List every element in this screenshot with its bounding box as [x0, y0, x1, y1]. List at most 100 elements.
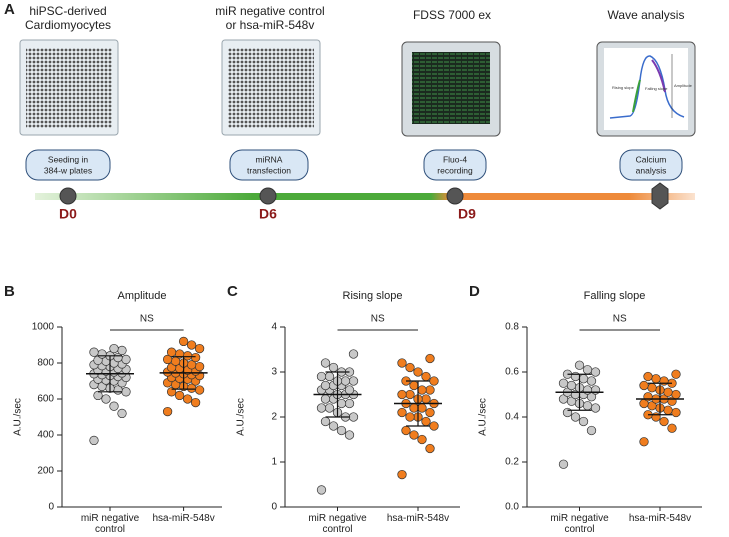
data-point	[566, 380, 577, 391]
data-point	[89, 347, 99, 357]
box-text: transfection	[247, 165, 291, 175]
data-point	[340, 376, 351, 386]
data-point	[162, 354, 173, 365]
data-point	[659, 416, 669, 427]
data-point	[590, 367, 601, 377]
x-tick-label-box: hsa-miR-548v	[386, 513, 450, 524]
y-tick-label: 1	[271, 457, 277, 468]
data-point	[397, 407, 407, 418]
data-point	[194, 361, 205, 372]
wave-label: Amplitude	[674, 83, 693, 88]
y-tick-label: 0	[48, 502, 54, 513]
data-point	[328, 421, 339, 431]
data-point	[409, 403, 419, 413]
panel-label: A	[4, 1, 15, 18]
data-point	[162, 406, 173, 417]
data-point	[186, 340, 197, 350]
timepoint	[59, 187, 77, 205]
data-point	[405, 362, 415, 373]
data-point	[336, 425, 347, 436]
data-point	[121, 387, 131, 397]
data-point	[409, 430, 419, 440]
data-point	[659, 376, 669, 386]
data-point	[671, 389, 681, 400]
data-point	[166, 347, 177, 357]
day-label: D9	[458, 206, 476, 222]
data-point	[316, 485, 327, 495]
timepoint	[446, 187, 464, 205]
data-point	[178, 336, 189, 347]
data-point	[586, 425, 597, 436]
data-point	[643, 371, 653, 382]
data-point	[194, 385, 205, 395]
step-title: FDSS 7000 ex	[413, 8, 491, 22]
data-point	[344, 385, 355, 395]
data-point	[348, 349, 359, 359]
y-tick-label: 3	[271, 367, 277, 378]
data-point	[647, 383, 657, 393]
data-point	[643, 392, 653, 402]
data-point	[671, 369, 681, 379]
data-point	[570, 412, 581, 422]
data-point	[344, 430, 355, 440]
data-point	[344, 398, 355, 409]
x-tick-label: hsa-miR-548v	[152, 513, 215, 524]
data-point	[320, 380, 331, 391]
data-point	[320, 416, 331, 427]
data-point	[320, 394, 331, 404]
data-point	[348, 376, 359, 386]
data-point	[417, 403, 427, 413]
data-point	[574, 360, 585, 370]
data-point	[590, 385, 601, 395]
x-tick-label: hsa-miR-548v	[386, 513, 450, 524]
box-text: analysis	[636, 165, 667, 175]
plate-image	[221, 39, 321, 136]
data-point	[425, 443, 435, 454]
timepoint	[651, 182, 669, 210]
data-point	[117, 345, 127, 356]
data-point	[562, 407, 573, 418]
significance-label: NS	[371, 314, 385, 325]
data-point	[578, 374, 589, 384]
box-text: miRNA	[256, 154, 283, 164]
data-point	[324, 371, 335, 382]
data-point	[117, 408, 127, 419]
panel-label: D	[469, 283, 480, 300]
significance-label: NS	[613, 314, 627, 325]
data-point	[182, 394, 193, 404]
data-point	[639, 380, 649, 391]
data-point	[397, 358, 407, 368]
data-point	[425, 353, 435, 364]
y-tick-label: 0.2	[505, 457, 519, 468]
step-title: Cardiomyocytes	[25, 18, 111, 32]
data-point	[409, 380, 419, 391]
box-text: Fluo-4	[443, 154, 467, 164]
data-point	[558, 394, 569, 404]
x-tick-label: miR negative control	[80, 513, 140, 535]
data-point	[397, 469, 407, 480]
data-point	[405, 412, 415, 422]
step-box: Calcium analysis	[619, 149, 683, 181]
data-point	[558, 378, 569, 388]
y-tick-label: 0.0	[505, 502, 519, 513]
data-point	[316, 403, 327, 413]
timepoint	[259, 187, 277, 205]
data-point	[324, 403, 335, 413]
data-point	[425, 407, 435, 418]
data-point	[194, 343, 205, 354]
data-point	[663, 405, 673, 415]
data-point	[582, 385, 593, 395]
y-axis-label: A.U./sec	[236, 398, 247, 436]
x-tick-label-box: miR negative control	[550, 513, 608, 535]
data-point	[316, 371, 327, 382]
data-point	[558, 459, 569, 469]
y-tick-label: 0.8	[505, 322, 519, 333]
panel-label: B	[4, 283, 15, 300]
step-box: miRNA transfection	[229, 149, 309, 181]
data-point	[348, 412, 359, 422]
data-point	[328, 362, 339, 373]
y-tick-label: 400	[37, 430, 54, 441]
step-box: Seeding in 384-w plates	[25, 149, 111, 181]
wave-label: Rising slope	[612, 85, 635, 90]
